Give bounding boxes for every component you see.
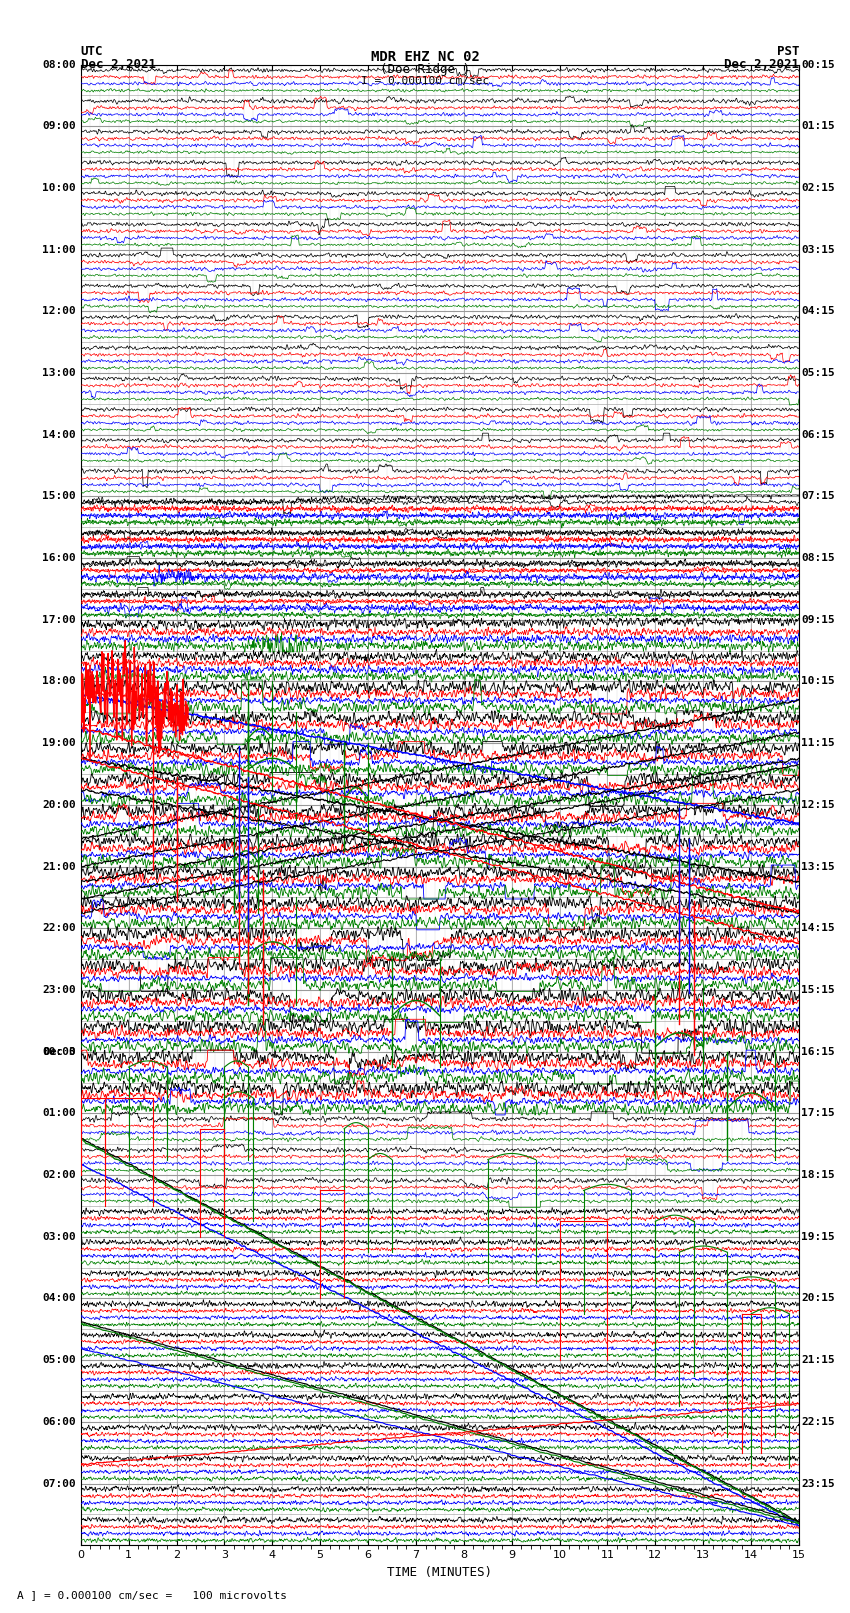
Text: 01:00: 01:00 bbox=[42, 1108, 76, 1118]
Text: 18:00: 18:00 bbox=[42, 676, 76, 687]
Text: Dec 2,2021: Dec 2,2021 bbox=[81, 58, 156, 71]
Text: 16:00: 16:00 bbox=[42, 553, 76, 563]
Text: 21:00: 21:00 bbox=[42, 861, 76, 871]
Text: 15:15: 15:15 bbox=[802, 986, 835, 995]
Text: 08:15: 08:15 bbox=[802, 553, 835, 563]
Text: 15:00: 15:00 bbox=[42, 492, 76, 502]
Text: 12:00: 12:00 bbox=[42, 306, 76, 316]
Text: UTC: UTC bbox=[81, 45, 103, 58]
Text: 13:15: 13:15 bbox=[802, 861, 835, 871]
Text: 20:00: 20:00 bbox=[42, 800, 76, 810]
Text: 06:00: 06:00 bbox=[42, 1416, 76, 1428]
Text: 23:00: 23:00 bbox=[42, 986, 76, 995]
Text: 04:00: 04:00 bbox=[42, 1294, 76, 1303]
Text: 14:15: 14:15 bbox=[802, 923, 835, 934]
Text: Dec 3: Dec 3 bbox=[44, 1047, 76, 1057]
Text: 05:15: 05:15 bbox=[802, 368, 835, 377]
Text: 00:00: 00:00 bbox=[42, 1047, 76, 1057]
Text: 22:00: 22:00 bbox=[42, 923, 76, 934]
Text: 09:15: 09:15 bbox=[802, 615, 835, 624]
Text: 19:00: 19:00 bbox=[42, 739, 76, 748]
Text: 02:15: 02:15 bbox=[802, 182, 835, 194]
Text: 07:00: 07:00 bbox=[42, 1479, 76, 1489]
Text: (Doe Ridge ): (Doe Ridge ) bbox=[380, 63, 470, 76]
Text: 05:00: 05:00 bbox=[42, 1355, 76, 1365]
Text: 17:15: 17:15 bbox=[802, 1108, 835, 1118]
Text: 03:15: 03:15 bbox=[802, 245, 835, 255]
Text: 16:15: 16:15 bbox=[802, 1047, 835, 1057]
Text: 20:15: 20:15 bbox=[802, 1294, 835, 1303]
Text: 09:00: 09:00 bbox=[42, 121, 76, 131]
Text: 12:15: 12:15 bbox=[802, 800, 835, 810]
Text: 02:00: 02:00 bbox=[42, 1169, 76, 1181]
Text: 19:15: 19:15 bbox=[802, 1232, 835, 1242]
Text: 14:00: 14:00 bbox=[42, 429, 76, 440]
Text: MDR EHZ NC 02: MDR EHZ NC 02 bbox=[371, 50, 479, 65]
Text: 03:00: 03:00 bbox=[42, 1232, 76, 1242]
Text: 23:15: 23:15 bbox=[802, 1479, 835, 1489]
Text: 21:15: 21:15 bbox=[802, 1355, 835, 1365]
Text: 11:00: 11:00 bbox=[42, 245, 76, 255]
Text: 08:00: 08:00 bbox=[42, 60, 76, 69]
Text: 18:15: 18:15 bbox=[802, 1169, 835, 1181]
Text: 22:15: 22:15 bbox=[802, 1416, 835, 1428]
Text: 06:15: 06:15 bbox=[802, 429, 835, 440]
Text: 10:15: 10:15 bbox=[802, 676, 835, 687]
Text: PST: PST bbox=[777, 45, 799, 58]
Text: 07:15: 07:15 bbox=[802, 492, 835, 502]
Text: 01:15: 01:15 bbox=[802, 121, 835, 131]
X-axis label: TIME (MINUTES): TIME (MINUTES) bbox=[388, 1566, 492, 1579]
Text: 04:15: 04:15 bbox=[802, 306, 835, 316]
Text: 11:15: 11:15 bbox=[802, 739, 835, 748]
Text: 17:00: 17:00 bbox=[42, 615, 76, 624]
Text: 00:15: 00:15 bbox=[802, 60, 835, 69]
Text: A ] = 0.000100 cm/sec =   100 microvolts: A ] = 0.000100 cm/sec = 100 microvolts bbox=[17, 1590, 287, 1600]
Text: 13:00: 13:00 bbox=[42, 368, 76, 377]
Text: I = 0.000100 cm/sec: I = 0.000100 cm/sec bbox=[361, 76, 489, 85]
Text: Dec 2,2021: Dec 2,2021 bbox=[724, 58, 799, 71]
Text: 10:00: 10:00 bbox=[42, 182, 76, 194]
